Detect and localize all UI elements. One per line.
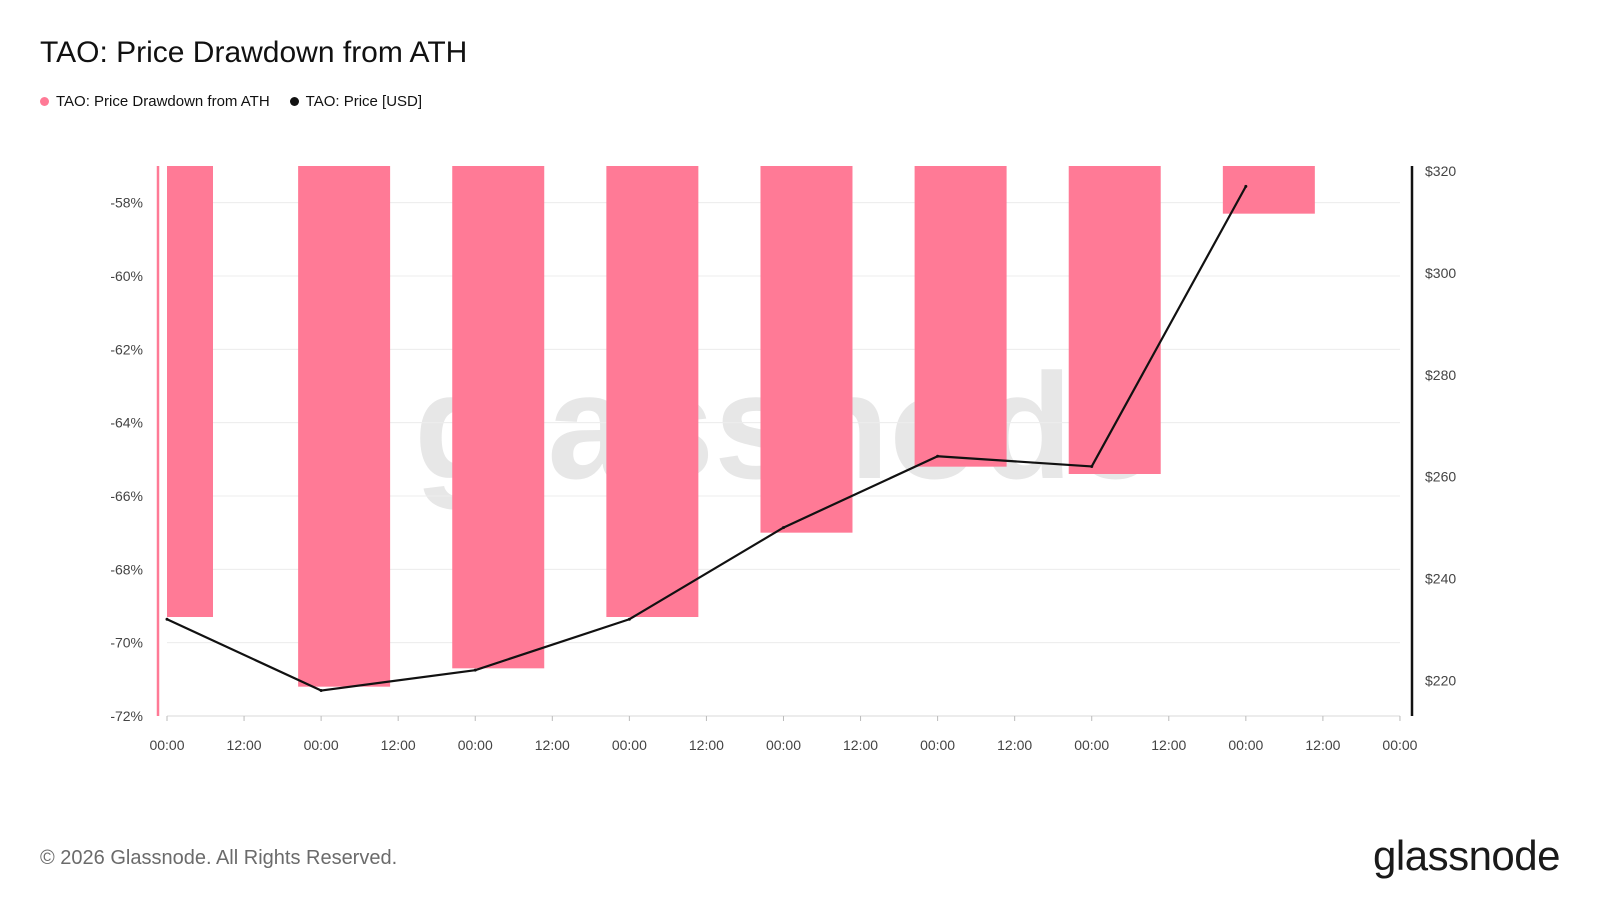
drawdown-bar[interactable] — [1068, 166, 1161, 474]
x-tick-label: 12:00 — [1151, 737, 1186, 753]
price-point[interactable] — [473, 668, 477, 672]
price-point[interactable] — [319, 689, 323, 693]
y-right-tick-label: $300 — [1425, 265, 1456, 281]
x-tick-label: 12:00 — [843, 737, 878, 753]
drawdown-bar[interactable] — [452, 166, 545, 669]
y-left-tick-label: -62% — [110, 341, 143, 357]
legend-label-drawdown: TAO: Price Drawdown from ATH — [56, 93, 270, 110]
legend-swatch-drawdown — [40, 97, 49, 106]
x-tick-label: 00:00 — [1074, 737, 1109, 753]
y-left-tick-label: -58% — [110, 195, 143, 211]
price-point[interactable] — [781, 526, 785, 530]
legend-swatch-price — [289, 97, 299, 106]
chart-title: TAO: Price Drawdown from ATH — [40, 36, 468, 69]
x-tick-label: 00:00 — [612, 737, 647, 753]
y-right-tick-label: $260 — [1425, 469, 1456, 485]
drawdown-bar[interactable] — [1222, 166, 1315, 214]
price-point[interactable] — [936, 454, 940, 458]
y-right-tick-label: $320 — [1425, 163, 1456, 179]
drawdown-bar[interactable] — [298, 166, 391, 687]
legend-item-price[interactable]: TAO: Price [USD] — [289, 93, 423, 110]
copyright-footer: © 2026 Glassnode. All Rights Reserved. — [40, 847, 398, 869]
x-tick-label: 00:00 — [304, 737, 339, 753]
x-tick-label: 12:00 — [1305, 737, 1340, 753]
drawdown-bar[interactable] — [914, 166, 1007, 467]
price-point[interactable] — [627, 617, 631, 621]
legend-label-price: TAO: Price [USD] — [305, 93, 423, 110]
legend: TAO: Price Drawdown from ATH TAO: Price … — [40, 93, 422, 110]
x-tick-label: 00:00 — [920, 737, 955, 753]
price-point[interactable] — [165, 617, 169, 621]
y-left-tick-label: -64% — [110, 415, 143, 431]
drawdown-bar[interactable] — [760, 166, 853, 533]
x-tick-label: 00:00 — [1382, 737, 1417, 753]
y-right-tick-label: $280 — [1425, 367, 1456, 383]
x-tick-label: 00:00 — [458, 737, 493, 753]
y-left-tick-label: -70% — [110, 635, 143, 651]
x-tick-label: 12:00 — [689, 737, 724, 753]
x-tick-label: 00:00 — [1228, 737, 1263, 753]
drawdown-bar[interactable] — [606, 166, 699, 617]
y-left-tick-label: -68% — [110, 561, 143, 577]
y-left-tick-label: -66% — [110, 488, 143, 504]
y-right-tick-label: $220 — [1425, 672, 1456, 688]
x-tick-label: 00:00 — [766, 737, 801, 753]
x-tick-label: 12:00 — [381, 737, 416, 753]
drawdown-bar[interactable] — [167, 166, 213, 617]
x-tick-label: 00:00 — [149, 737, 184, 753]
glassnode-logo: glassnode — [1373, 832, 1560, 879]
x-tick-label: 12:00 — [535, 737, 570, 753]
price-point[interactable] — [1244, 184, 1248, 188]
y-left-tick-label: -60% — [110, 268, 143, 284]
x-tick-label: 12:00 — [227, 737, 262, 753]
price-line[interactable] — [166, 185, 1247, 692]
y-right-tick-label: $240 — [1425, 571, 1456, 587]
legend-item-drawdown[interactable]: TAO: Price Drawdown from ATH — [40, 93, 270, 110]
y-left-tick-label: -72% — [110, 708, 143, 724]
price-point[interactable] — [1090, 464, 1094, 468]
x-tick-label: 12:00 — [997, 737, 1032, 753]
